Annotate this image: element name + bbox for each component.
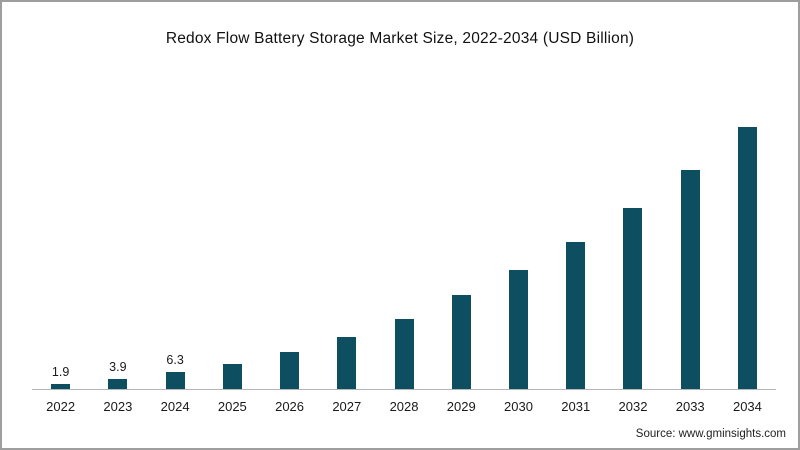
bar-2025 (222, 364, 242, 389)
chart-title: Redox Flow Battery Storage Market Size, … (165, 30, 635, 47)
bar-column-2028 (375, 300, 432, 389)
plot-area: 1.9 3.9 6.3 (32, 116, 776, 390)
bar-2034 (737, 127, 757, 389)
bar-column-2026 (261, 333, 318, 389)
x-tick-2023: 2023 (103, 399, 133, 414)
x-tick-2032: 2032 (618, 399, 648, 414)
x-tick-2024: 2024 (160, 399, 190, 414)
bar-value-label: 3.9 (109, 360, 127, 374)
bar-2023 (108, 379, 128, 389)
x-tick-2022: 2022 (46, 399, 76, 414)
bar-column-2030 (490, 251, 547, 389)
bar-2026 (280, 352, 300, 389)
x-axis-labels: 2022 2023 2024 2025 2026 2027 2028 2029 2030 2031… (32, 399, 776, 414)
source-attribution: Source: www.gminsights.com (635, 428, 786, 440)
bar-2029 (451, 295, 471, 389)
x-tick-2029: 2029 (446, 399, 476, 414)
x-tick-2028: 2028 (389, 399, 419, 414)
x-tick-2034: 2034 (732, 399, 762, 414)
bar-column-2024: 6.3 (146, 353, 203, 389)
bar-2024 (165, 372, 185, 389)
bar-2033 (680, 170, 700, 389)
bar-column-2022: 1.9 (32, 365, 89, 389)
x-tick-2031: 2031 (561, 399, 591, 414)
bar-2032 (623, 208, 643, 389)
bar-2027 (337, 337, 357, 389)
bar-column-2023: 3.9 (89, 360, 146, 389)
bar-column-2031 (547, 223, 604, 389)
bar-column-2034 (719, 108, 776, 389)
x-tick-2027: 2027 (332, 399, 362, 414)
bar-column-2029 (433, 276, 490, 389)
x-axis-line (32, 389, 776, 390)
bar-column-2033 (662, 151, 719, 389)
bars-row: 1.9 3.9 6.3 (32, 116, 776, 389)
bar-2028 (394, 319, 414, 389)
bar-2022 (51, 384, 71, 389)
bar-2031 (566, 242, 586, 389)
bar-column-2027 (318, 318, 375, 389)
x-tick-2026: 2026 (275, 399, 305, 414)
bar-value-label: 1.9 (51, 365, 70, 379)
bar-column-2025 (204, 345, 261, 389)
x-tick-2025: 2025 (217, 399, 247, 414)
bar-2030 (508, 270, 528, 389)
bar-value-label: 6.3 (166, 353, 184, 367)
x-tick-2030: 2030 (504, 399, 533, 414)
x-tick-2033: 2033 (675, 399, 705, 414)
bar-column-2032 (604, 189, 661, 389)
